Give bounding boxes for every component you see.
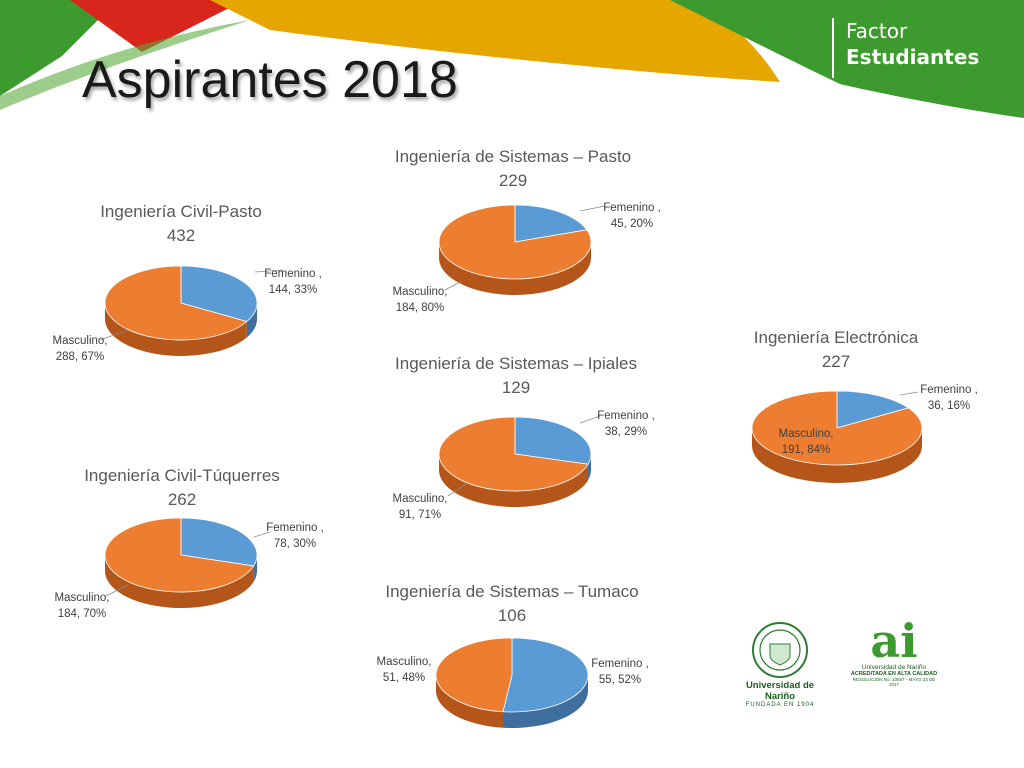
chart-total: 432 [166,226,196,245]
pie-side-femenino [253,555,257,582]
data-label-femenino: Femenino , 36, 16% [899,382,999,414]
data-label-line: Masculino, [392,286,448,298]
data-label-line: 45, 20% [610,218,654,230]
chart-title: Ingeniería Civil-Pasto 432 [31,200,331,248]
chart-total: 129 [501,378,531,397]
narino-seal-caption: Universidad de Nariño FUNDADA EN 1904 [730,680,830,708]
chart-total: 227 [821,352,851,371]
yellow-banner [210,0,780,82]
data-label-line: Femenino , [264,268,322,280]
data-label-line: Femenino , [920,384,978,396]
green-right-banner [670,0,1024,118]
data-label-femenino: Femenino , 78, 30% [245,520,345,552]
ai-caption-1: ACREDITADA EN ALTA CALIDAD [850,671,938,677]
chart-title: Ingeniería Electrónica 227 [686,326,986,374]
pie-side-femenino [588,454,591,481]
data-label-line: Masculino, [778,428,834,440]
data-label-line: Masculino, [376,656,432,668]
ai-caption-2: RESOLUCIÓN No. 10567 - MAYO 23 DE 2017 [852,677,936,687]
pie-slice-femenino [836,390,910,429]
pie-slice-masculino [104,265,248,341]
green-left-banner [0,0,118,96]
data-label-line: 55, 52% [598,674,642,686]
data-label-masculino: Masculino, 288, 67% [30,333,130,365]
data-label-masculino: Masculino, 191, 84% [756,426,856,458]
chart-title-text: Ingeniería de Sistemas – Tumaco [385,582,639,601]
chart-title: Ingeniería Civil-Túquerres 262 [32,464,332,512]
pie-slice-masculino [438,204,592,280]
chart-total: 106 [497,606,527,625]
pie-slice-masculino [104,517,255,593]
chart-title: Ingeniería de Sistemas – Tumaco 106 [362,580,662,628]
seal-outer-ring [752,622,808,678]
data-label-line: Masculino, [54,592,110,604]
data-label-line: 191, 84% [781,444,831,456]
brand-line-2: Estudiantes [846,45,980,69]
data-label-line: Femenino , [591,658,649,670]
brand-logo: Factor Estudiantes [832,18,979,78]
chart-title-text: Ingeniería de Sistemas – Pasto [394,147,632,166]
data-label-line: 91, 71% [398,509,442,521]
data-label-masculino: Masculino, 51, 48% [354,654,454,686]
data-label-femenino: Femenino , 144, 33% [243,266,343,298]
seal-shield-icon [769,643,791,666]
data-label-line: 184, 70% [57,608,107,620]
header-banner [0,0,1024,118]
data-label-line: Femenino , [266,522,324,534]
universidad-de-narino-seal [752,622,808,678]
ai-university-text: Universidad de Nariño [861,664,927,671]
pie-slice-femenino [514,204,588,243]
data-label-line: 38, 29% [604,426,648,438]
brand-line-1: Factor [846,19,908,43]
data-label-femenino: Femenino , 45, 20% [582,200,682,232]
chart-title: Ingeniería de Sistemas – Ipiales 129 [366,352,666,400]
data-label-line: 184, 80% [395,302,445,314]
chart-title-text: Ingeniería Electrónica [753,328,919,347]
chart-total: 229 [498,171,528,190]
ai-mark: ai [870,614,918,668]
red-banner [70,0,245,52]
data-label-line: Femenino , [603,202,661,214]
seal-inner-ring [759,629,801,671]
data-label-line: Femenino , [597,410,655,422]
data-label-line: 144, 33% [268,284,318,296]
narino-seal-subtext: FUNDADA EN 1904 [745,702,815,708]
pie-slice-masculino [438,416,589,492]
narino-seal-text: Universidad de Nariño [745,680,815,702]
chart-title-text: Ingeniería Civil-Túquerres [84,466,280,485]
chart-title: Ingeniería de Sistemas – Pasto 229 [363,145,663,193]
data-label-line: Masculino, [52,335,108,347]
pie-side-femenino [246,303,257,338]
chart-title-text: Ingeniería Civil-Pasto [100,202,262,221]
data-label-masculino: Masculino, 184, 70% [32,590,132,622]
data-label-femenino: Femenino , 38, 29% [576,408,676,440]
data-label-line: 51, 48% [382,672,426,684]
data-label-line: Masculino, [392,493,448,505]
chart-total: 262 [167,490,197,509]
data-label-line: 36, 16% [927,400,971,412]
data-label-masculino: Masculino, 184, 80% [370,284,470,316]
data-label-femenino: Femenino , 55, 52% [570,656,670,688]
page-title: Aspirantes 2018 [82,51,458,109]
data-label-line: 288, 67% [55,351,105,363]
data-label-line: 78, 30% [273,538,317,550]
chart-title-text: Ingeniería de Sistemas – Ipiales [395,354,637,373]
acreditacion-ai-logo: ai Universidad de Nariño ACREDITADA EN A… [848,618,940,687]
data-label-masculino: Masculino, 91, 71% [370,491,470,523]
